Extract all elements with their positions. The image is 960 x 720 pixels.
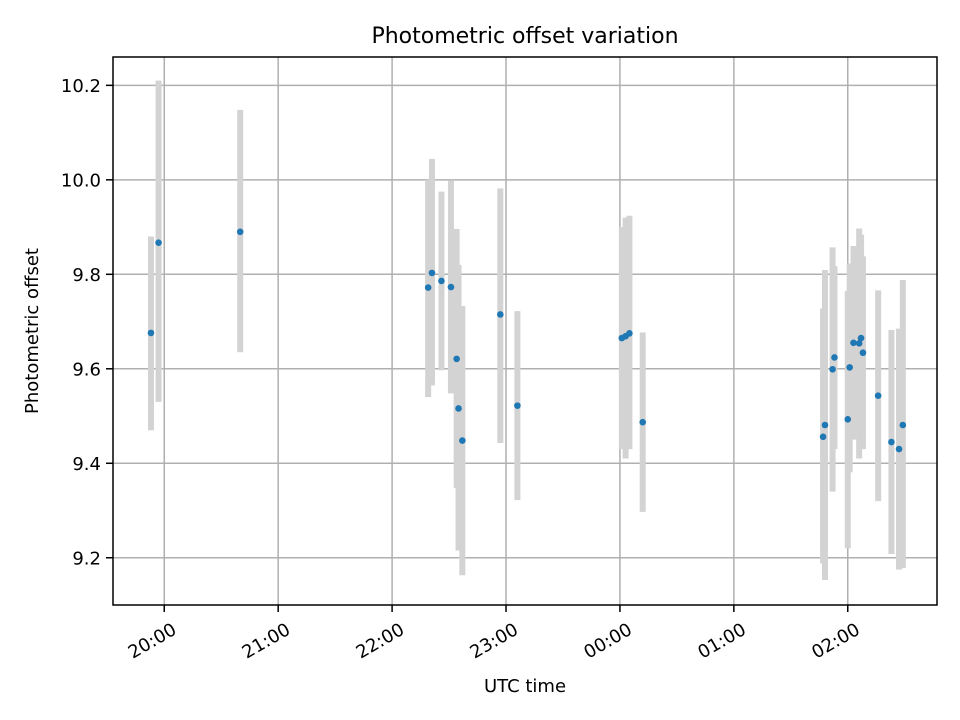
y-axis-label: Photometric offset [22, 248, 43, 414]
grid [113, 57, 937, 605]
data-point [874, 392, 882, 400]
data-point [899, 421, 907, 429]
data-point [155, 239, 162, 246]
data-point [895, 445, 903, 453]
data-points [147, 228, 907, 453]
y-tick-label: 9.8 [72, 265, 101, 286]
y-tick-label: 9.4 [72, 454, 101, 475]
data-point [453, 355, 460, 363]
chart-title: Photometric offset variation [371, 24, 678, 49]
data-point [497, 311, 504, 318]
data-point [831, 354, 838, 361]
data-point [438, 277, 445, 285]
data-point [819, 433, 827, 441]
y-tick-label: 10.2 [61, 76, 101, 97]
data-point [455, 405, 462, 412]
y-axis-ticks: 9.2 9.4 9.6 9.8 10.0 10.2 [61, 76, 113, 569]
data-point [821, 421, 829, 429]
data-point [855, 339, 863, 347]
y-tick-label: 10.0 [61, 170, 101, 191]
data-point [147, 329, 155, 337]
plot-area [113, 57, 937, 605]
data-point [459, 437, 466, 444]
data-point [888, 438, 895, 446]
data-point [236, 228, 244, 236]
y-tick-label: 9.2 [72, 548, 101, 569]
data-point [844, 416, 852, 423]
data-point [514, 402, 521, 409]
x-axis-label: UTC time [484, 676, 566, 697]
data-point [626, 330, 633, 337]
y-tick-label: 9.6 [72, 359, 101, 380]
data-point [859, 349, 867, 357]
data-point [639, 418, 647, 426]
data-point [857, 334, 865, 342]
data-point [829, 365, 836, 373]
data-point [846, 364, 853, 371]
data-point [850, 339, 857, 347]
data-point [447, 283, 455, 291]
data-point [424, 284, 432, 291]
plot-frame [112, 56, 938, 606]
data-point [428, 269, 436, 277]
